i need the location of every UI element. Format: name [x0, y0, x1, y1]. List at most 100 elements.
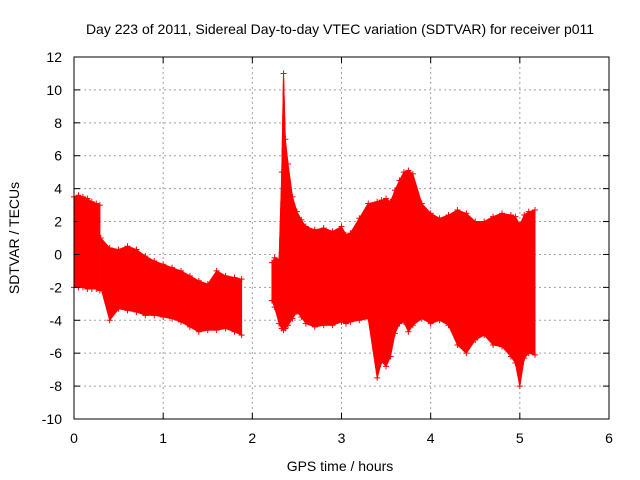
data-point-marker [204, 281, 211, 288]
data-point-marker [507, 211, 514, 218]
data-point-marker [213, 327, 220, 334]
data-point-marker [342, 320, 349, 327]
data-point-marker [75, 192, 82, 199]
series-segment [97, 235, 245, 339]
y-tick-label: 8 [54, 115, 62, 131]
data-point-marker [195, 328, 202, 335]
data-point-marker [222, 272, 229, 279]
data-point-marker [396, 320, 403, 327]
data-point-marker [298, 216, 305, 223]
x-tick-label: 5 [516, 430, 524, 446]
data-point-marker [445, 322, 452, 329]
data-point-marker [124, 243, 131, 250]
data-point-marker [204, 327, 211, 334]
data-point-marker [454, 341, 461, 348]
series-layer [71, 70, 538, 390]
data-point-marker [79, 284, 86, 291]
data-point-marker [356, 215, 363, 222]
data-point-marker [454, 207, 461, 214]
data-point-marker [405, 167, 412, 174]
data-point-marker [178, 267, 184, 274]
y-tick-label: 0 [54, 246, 62, 262]
data-point-marker [329, 228, 336, 235]
data-point-marker [490, 341, 497, 348]
data-point-marker [409, 322, 416, 329]
series-segment [268, 70, 538, 390]
data-point-marker [463, 350, 470, 357]
data-point-marker [356, 317, 363, 324]
data-point-marker [463, 210, 470, 217]
series-segment [71, 192, 103, 294]
data-point-marker [481, 218, 488, 225]
data-point-marker [531, 351, 538, 358]
data-point-marker [151, 312, 158, 319]
data-point-marker [409, 170, 416, 177]
data-point-marker [238, 332, 245, 339]
data-point-marker [282, 325, 289, 332]
data-point-marker [276, 256, 283, 263]
data-point-marker [525, 350, 532, 357]
data-point-marker [268, 297, 275, 304]
data-point-marker [347, 318, 354, 325]
data-point-marker [142, 312, 149, 319]
data-point-marker [298, 313, 305, 320]
data-point-marker [302, 223, 309, 230]
data-point-marker [97, 235, 104, 241]
y-tick-label: 2 [54, 214, 62, 230]
data-point-marker [531, 207, 538, 214]
data-point-marker [79, 193, 86, 200]
data-point-marker [405, 328, 412, 335]
data-point-marker [213, 267, 220, 274]
data-point-marker [278, 169, 285, 176]
data-point-marker [124, 307, 131, 314]
data-point-marker [320, 322, 327, 329]
data-point-marker [347, 230, 354, 237]
data-point-marker [521, 355, 528, 362]
x-tick-label: 2 [248, 430, 256, 446]
data-point-marker [106, 244, 113, 251]
data-point-marker [525, 208, 532, 215]
data-point-marker [282, 136, 289, 143]
data-point-marker [427, 320, 434, 327]
data-point-marker [329, 322, 336, 329]
y-tick-label: 12 [46, 49, 62, 65]
data-point-marker [445, 211, 452, 218]
data-point-marker [499, 210, 505, 217]
data-point-marker [97, 284, 104, 291]
data-point-marker [521, 211, 528, 218]
data-point-marker [231, 328, 238, 335]
data-point-marker [472, 337, 479, 344]
x-axis-label: GPS time / hours [287, 458, 394, 474]
y-tick-label: 6 [54, 148, 62, 164]
y-tick-label: -6 [50, 345, 63, 361]
data-point-marker [365, 315, 372, 322]
data-point-marker [436, 215, 443, 222]
data-point-marker [374, 374, 381, 381]
data-point-marker [106, 317, 113, 324]
data-point-marker [133, 309, 140, 316]
data-point-marker [507, 353, 514, 360]
data-point-marker [342, 231, 349, 238]
data-point-marker [387, 198, 394, 205]
y-axis-label: SDTVAR / TECUs [6, 182, 22, 294]
x-tick-label: 4 [427, 430, 435, 446]
data-point-marker [293, 208, 300, 215]
data-point-marker [160, 261, 167, 268]
data-point-marker [186, 272, 193, 279]
data-point-marker [231, 274, 238, 281]
data-point-marker [133, 246, 140, 253]
y-tick-label: -2 [50, 279, 63, 295]
data-point-marker [418, 200, 425, 207]
chart-title: Day 223 of 2011, Sidereal Day-to-day VTE… [86, 21, 594, 37]
data-point-marker [268, 259, 275, 266]
data-point-marker [516, 221, 523, 228]
y-tick-label: -4 [50, 312, 63, 328]
data-point-marker [169, 264, 176, 271]
data-point-marker [84, 195, 91, 202]
y-tick-label: 4 [54, 181, 62, 197]
data-point-marker [96, 202, 103, 209]
x-tick-label: 6 [605, 430, 613, 446]
data-point-marker [311, 226, 318, 233]
data-point-marker [338, 318, 345, 325]
